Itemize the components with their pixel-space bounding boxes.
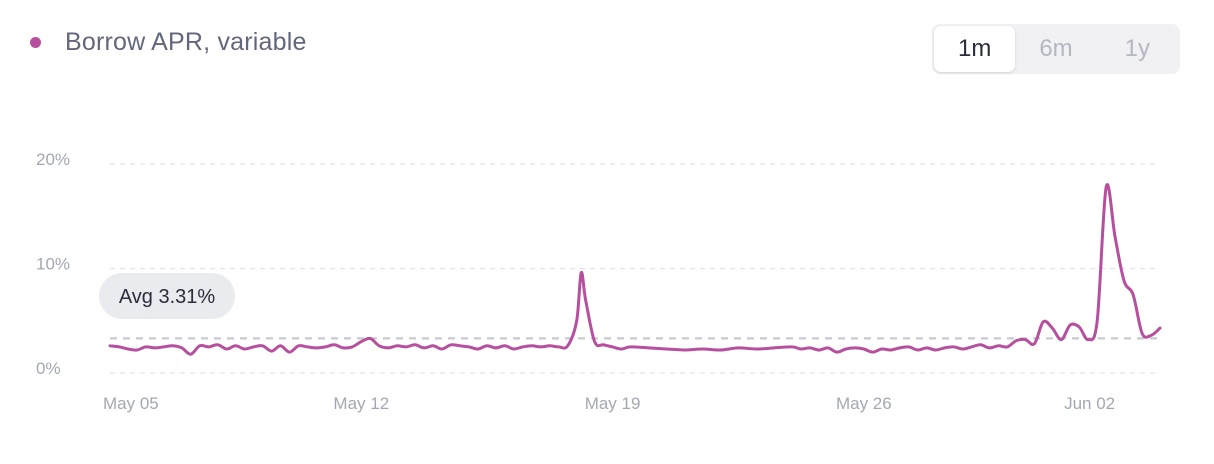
y-tick-label: 0% (36, 359, 61, 378)
series-line-borrow-apr (108, 183, 1162, 356)
average-badge-label: Avg 3.31% (119, 286, 216, 308)
range-button-1m[interactable]: 1m (934, 26, 1016, 72)
time-range-toggle: 1m 6m 1y (932, 24, 1180, 74)
legend: Borrow APR, variable (30, 28, 307, 57)
y-tick-label: 20% (36, 150, 70, 169)
x-tick-label: May 26 (836, 394, 892, 413)
range-button-1y[interactable]: 1y (1124, 35, 1150, 62)
x-tick-label: Jun 02 (1064, 394, 1115, 413)
legend-dot-icon (30, 37, 41, 48)
legend-label: Borrow APR, variable (65, 28, 307, 56)
x-tick-label: May 05 (103, 394, 159, 413)
average-badge (99, 273, 235, 319)
y-tick-label: 10% (36, 255, 70, 274)
x-tick-label: May 12 (333, 394, 389, 413)
range-button-6m[interactable]: 6m (1039, 35, 1073, 62)
x-tick-label: May 19 (585, 394, 641, 413)
